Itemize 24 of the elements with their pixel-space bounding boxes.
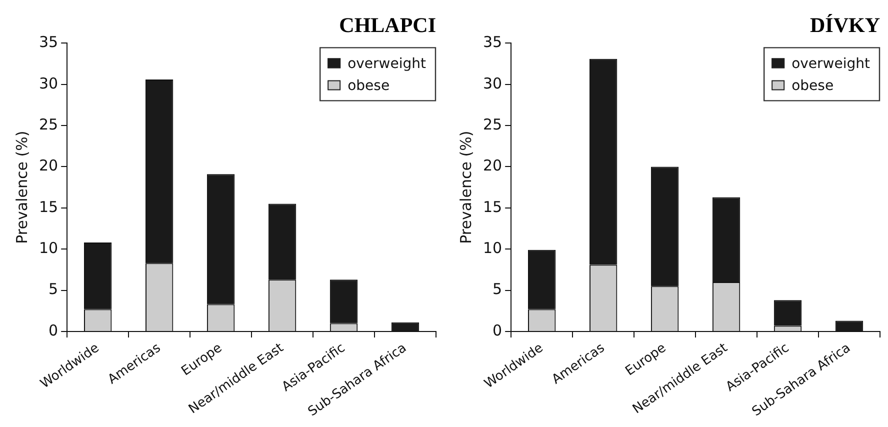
y-tick-label: 30 xyxy=(482,74,502,92)
y-tick-label: 30 xyxy=(38,74,58,92)
y-tick-label: 10 xyxy=(38,238,58,257)
y-tick-label: 20 xyxy=(482,156,502,175)
legend-label: overweight xyxy=(348,56,427,72)
y-axis-title: Prevalence (%) xyxy=(456,130,475,244)
y-tick-label: 10 xyxy=(482,238,502,257)
y-tick-label: 5 xyxy=(48,280,58,298)
y-tick-label: 15 xyxy=(38,198,58,216)
y-tick-label: 15 xyxy=(482,198,502,216)
y-tick-label: 20 xyxy=(38,156,58,175)
y-tick-label: 0 xyxy=(492,321,502,340)
y-tick-label: 25 xyxy=(38,115,58,134)
legend-label: obese xyxy=(348,78,390,94)
y-tick-label: 0 xyxy=(48,321,58,340)
y-tick-label: 35 xyxy=(38,33,58,52)
y-tick-label: 35 xyxy=(482,33,502,52)
chart-title: DÍVKY xyxy=(810,13,880,38)
y-tick-label: 25 xyxy=(482,115,502,134)
legend-label: obese xyxy=(792,78,834,94)
y-axis-title: Prevalence (%) xyxy=(12,130,31,244)
legend-label: overweight xyxy=(792,56,871,72)
y-tick-label: 5 xyxy=(492,280,502,298)
chart-title: CHLAPCI xyxy=(339,13,436,38)
